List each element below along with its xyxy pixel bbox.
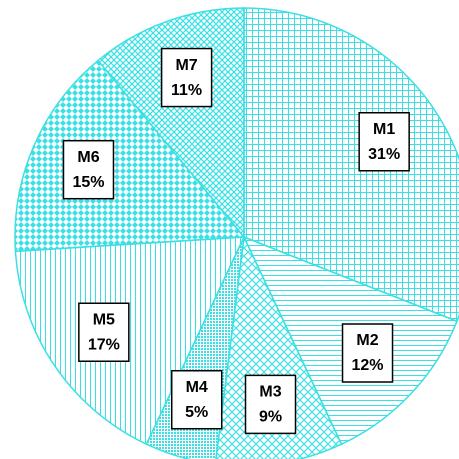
label-box — [170, 369, 223, 430]
slice-name: M6 — [77, 149, 99, 166]
slice-name: M3 — [259, 384, 281, 401]
slice-name: M4 — [186, 379, 208, 396]
pie-slice — [14, 59, 246, 253]
slice-name: M7 — [175, 57, 197, 74]
slice-name: M2 — [356, 332, 378, 349]
labels: M1 31% M2 12% M3 9% M4 5% M5 17% M6 15% M7 11% — [62, 47, 410, 435]
slice-value-label: 5% — [185, 404, 208, 421]
slice-value-label: 12% — [352, 357, 384, 374]
slice-value-label: 31% — [368, 146, 400, 163]
label-box — [244, 374, 297, 435]
slice-name: M1 — [373, 121, 395, 138]
slice-value-label: 15% — [72, 174, 104, 191]
label-box — [358, 111, 410, 172]
label-box — [341, 323, 394, 383]
pie-slice — [243, 7, 459, 323]
label-box — [78, 302, 130, 363]
slices — [14, 7, 459, 459]
slice-name: M5 — [93, 311, 115, 328]
label-box — [160, 47, 213, 108]
slice-value-label: 11% — [171, 82, 202, 99]
pie-slice — [14, 236, 246, 446]
slice-value-label: 9% — [259, 409, 282, 426]
slice-value-label: 17% — [88, 336, 120, 353]
label-box — [62, 139, 115, 200]
